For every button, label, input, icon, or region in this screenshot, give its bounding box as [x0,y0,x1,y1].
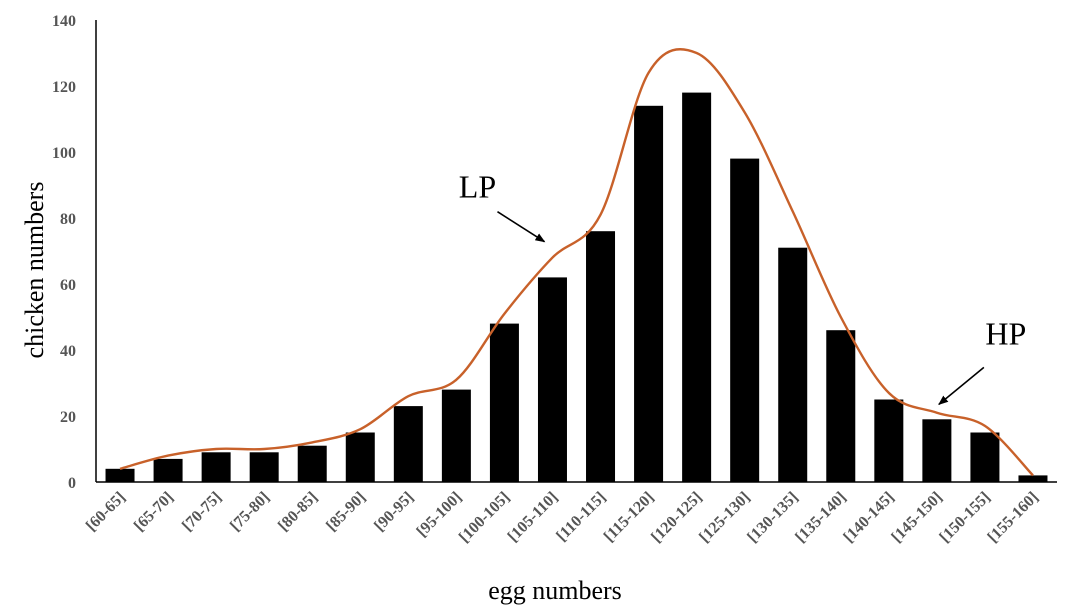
x-tick-label: [150-155] [936,489,993,546]
bar [537,277,567,482]
x-tick-label: [155-160] [985,489,1042,546]
y-tick-label: 140 [52,13,76,30]
x-tick-label: [65-70] [131,489,177,535]
bar [105,468,135,482]
bar [489,323,519,482]
bar [297,445,327,482]
y-tick-label: 40 [60,343,76,360]
x-tick-label: [90-95] [371,489,417,535]
trend-curve [119,48,1034,477]
y-axis-title: chicken numbers [20,182,49,359]
x-tick-label: [120-125] [648,489,705,546]
bar [201,452,231,482]
bar [682,92,712,482]
bar [922,419,952,482]
y-tick-label: 80 [60,211,76,228]
x-tick-label: [110-115] [553,489,609,545]
x-tick-label: [70-75] [179,489,225,535]
bar [586,231,616,482]
annotation-arrow [938,366,985,406]
bar [1018,475,1048,482]
bar [441,389,471,482]
x-tick-label: [140-145] [840,489,897,546]
y-tick-label: 20 [60,409,76,426]
x-tick-label: [125-130] [696,489,753,546]
x-tick-label: [100-105] [456,489,513,546]
x-axis-title: egg numbers [488,576,622,605]
bar [634,105,664,483]
x-tick-label: [80-85] [275,489,321,535]
x-tick-label: [60-65] [83,489,129,535]
y-tick-label: 120 [52,79,76,96]
y-tick-label: 60 [60,277,76,294]
x-tick-label: [105-110] [505,489,562,546]
x-tick-label: [145-150] [888,489,945,546]
bars [105,92,1048,483]
annotations: LP HP [459,169,1026,406]
y-tick-labels: 0 20 40 60 80 100 120 140 [52,13,76,492]
axes [95,20,1057,483]
bar [249,452,279,482]
bar [393,406,423,482]
x-tick-label: [130-135] [744,489,801,546]
x-tick-labels: [60-65] [65-70] [70-75] [75-80] [80-85] [85-9… [83,489,1042,546]
y-tick-label: 0 [68,475,76,492]
annotation-arrow [497,211,546,243]
bar [730,158,760,482]
bar [345,432,375,482]
y-tick-label: 100 [52,145,76,162]
annotation-label: LP [459,169,496,205]
x-tick-label: [75-80] [227,489,273,535]
bar [970,432,1000,482]
x-tick-label: [135-140] [792,489,849,546]
bar [778,247,808,482]
x-tick-label: [85-90] [323,489,369,535]
annotation-label: HP [985,315,1026,351]
bar [826,330,856,482]
bar [153,458,183,482]
bar [874,399,904,482]
x-tick-label: [115-120] [601,489,658,546]
